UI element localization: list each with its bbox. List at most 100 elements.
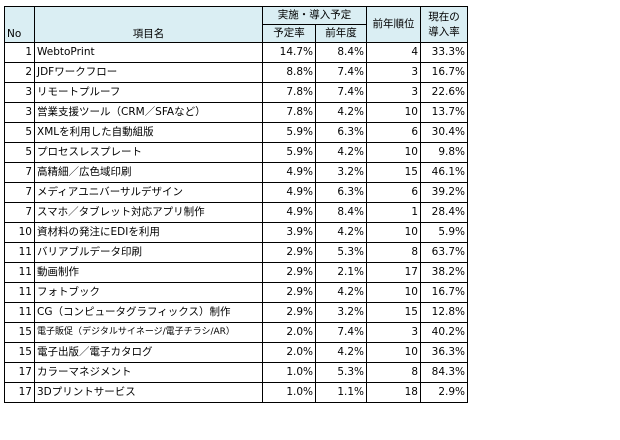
cell-planned-rate: 2.0%: [262, 322, 316, 343]
header-current-rate: 現在の 導入率: [420, 6, 468, 43]
cell-planned-rate: 5.9%: [262, 142, 316, 163]
table-row: 2 JDFワークフロー 8.8% 7.4% 3 16.7%: [4, 62, 468, 83]
cell-no: 11: [4, 282, 35, 303]
cell-current-rate: 2.9%: [420, 382, 468, 403]
header-item-name: 項目名: [34, 6, 263, 43]
cell-prev-rank: 17: [366, 262, 421, 283]
cell-planned-rate: 2.9%: [262, 262, 316, 283]
cell-item-name: メディアユニバーサルデザイン: [34, 182, 263, 203]
cell-prev-rank: 6: [366, 122, 421, 143]
cell-no: 3: [4, 102, 35, 123]
cell-current-rate: 12.8%: [420, 302, 468, 323]
cell-item-name: 資材料の発注にEDIを利用: [34, 222, 263, 243]
cell-current-rate: 5.9%: [420, 222, 468, 243]
cell-no: 7: [4, 162, 35, 183]
cell-no: 11: [4, 262, 35, 283]
cell-planned-rate: 2.9%: [262, 282, 316, 303]
cell-no: 11: [4, 242, 35, 263]
cell-planned-rate: 4.9%: [262, 162, 316, 183]
cell-current-rate: 36.3%: [420, 342, 468, 363]
cell-planned-rate: 8.8%: [262, 62, 316, 83]
table-row: 5 XMLを利用した自動組版 5.9% 6.3% 6 30.4%: [4, 122, 468, 143]
table-row: 15 電子販促（デジタルサイネージ/電子チラシ/AR） 2.0% 7.4% 3 40.2%: [4, 322, 468, 343]
cell-item-name: 3Dプリントサービス: [34, 382, 263, 403]
cell-prev-rank: 8: [366, 242, 421, 263]
cell-item-name: 動画制作: [34, 262, 263, 283]
cell-current-rate: 38.2%: [420, 262, 468, 283]
cell-planned-rate: 5.9%: [262, 122, 316, 143]
cell-prev-year: 7.4%: [315, 82, 367, 103]
cell-item-name: 電子出版／電子カタログ: [34, 342, 263, 363]
table-row: 1 WebtoPrint 14.7% 8.4% 4 33.3%: [4, 42, 468, 63]
cell-prev-year: 5.3%: [315, 362, 367, 383]
cell-prev-year: 2.1%: [315, 262, 367, 283]
cell-prev-year: 8.4%: [315, 42, 367, 63]
cell-current-rate: 16.7%: [420, 282, 468, 303]
cell-planned-rate: 4.9%: [262, 202, 316, 223]
cell-prev-rank: 15: [366, 302, 421, 323]
table-body: 1 WebtoPrint 14.7% 8.4% 4 33.3% 2 JDFワークフロー 8.8%…: [4, 42, 468, 403]
cell-prev-year: 4.2%: [315, 142, 367, 163]
cell-current-rate: 9.8%: [420, 142, 468, 163]
cell-current-rate: 13.7%: [420, 102, 468, 123]
cell-prev-rank: 10: [366, 222, 421, 243]
cell-item-name: 営業支援ツール（CRM／SFAなど）: [34, 102, 263, 123]
cell-prev-year: 4.2%: [315, 342, 367, 363]
table-row: 11 CG（コンピュータグラフィックス）制作 2.9% 3.2% 15 12.8%: [4, 302, 468, 323]
cell-prev-rank: 3: [366, 82, 421, 103]
cell-item-name: プロセスレスプレート: [34, 142, 263, 163]
cell-prev-year: 7.4%: [315, 62, 367, 83]
header-current-rate-line1: 現在の: [428, 10, 460, 23]
cell-item-name: カラーマネジメント: [34, 362, 263, 383]
table-row: 17 カラーマネジメント 1.0% 5.3% 8 84.3%: [4, 362, 468, 383]
cell-no: 15: [4, 322, 35, 343]
cell-prev-year: 6.3%: [315, 182, 367, 203]
cell-no: 11: [4, 302, 35, 323]
cell-no: 5: [4, 142, 35, 163]
table-row: 11 フォトブック 2.9% 4.2% 10 16.7%: [4, 282, 468, 303]
cell-prev-year: 4.2%: [315, 102, 367, 123]
cell-no: 10: [4, 222, 35, 243]
cell-prev-year: 7.4%: [315, 322, 367, 343]
header-no: No: [4, 6, 35, 43]
header-current-rate-line2: 導入率: [428, 25, 460, 38]
cell-item-name: フォトブック: [34, 282, 263, 303]
cell-planned-rate: 1.0%: [262, 362, 316, 383]
cell-no: 7: [4, 182, 35, 203]
cell-current-rate: 28.4%: [420, 202, 468, 223]
cell-planned-rate: 4.9%: [262, 182, 316, 203]
header-prev-year: 前年度: [315, 24, 367, 43]
cell-current-rate: 39.2%: [420, 182, 468, 203]
cell-prev-year: 4.2%: [315, 222, 367, 243]
table-row: 17 3Dプリントサービス 1.0% 1.1% 18 2.9%: [4, 382, 468, 403]
cell-current-rate: 84.3%: [420, 362, 468, 383]
cell-prev-rank: 8: [366, 362, 421, 383]
cell-prev-rank: 4: [366, 42, 421, 63]
cell-no: 1: [4, 42, 35, 63]
cell-planned-rate: 3.9%: [262, 222, 316, 243]
table-row: 3 リモートプルーフ 7.8% 7.4% 3 22.6%: [4, 82, 468, 103]
cell-prev-year: 6.3%: [315, 122, 367, 143]
cell-current-rate: 33.3%: [420, 42, 468, 63]
cell-planned-rate: 14.7%: [262, 42, 316, 63]
cell-no: 2: [4, 62, 35, 83]
cell-no: 17: [4, 382, 35, 403]
cell-prev-year: 8.4%: [315, 202, 367, 223]
table-row: 7 スマホ／タブレット対応アプリ制作 4.9% 8.4% 1 28.4%: [4, 202, 468, 223]
cell-prev-year: 3.2%: [315, 162, 367, 183]
cell-planned-rate: 2.0%: [262, 342, 316, 363]
header-implementation-plan: 実施・導入予定: [262, 6, 367, 25]
cell-no: 3: [4, 82, 35, 103]
cell-no: 7: [4, 202, 35, 223]
table-row: 15 電子出版／電子カタログ 2.0% 4.2% 10 36.3%: [4, 342, 468, 363]
cell-prev-rank: 15: [366, 162, 421, 183]
cell-item-name: 高精細／広色域印刷: [34, 162, 263, 183]
cell-current-rate: 30.4%: [420, 122, 468, 143]
cell-prev-year: 1.1%: [315, 382, 367, 403]
cell-item-name: WebtoPrint: [34, 42, 263, 63]
cell-current-rate: 40.2%: [420, 322, 468, 343]
cell-item-name: バリアブルデータ印刷: [34, 242, 263, 263]
cell-item-name: スマホ／タブレット対応アプリ制作: [34, 202, 263, 223]
cell-current-rate: 16.7%: [420, 62, 468, 83]
cell-prev-year: 3.2%: [315, 302, 367, 323]
